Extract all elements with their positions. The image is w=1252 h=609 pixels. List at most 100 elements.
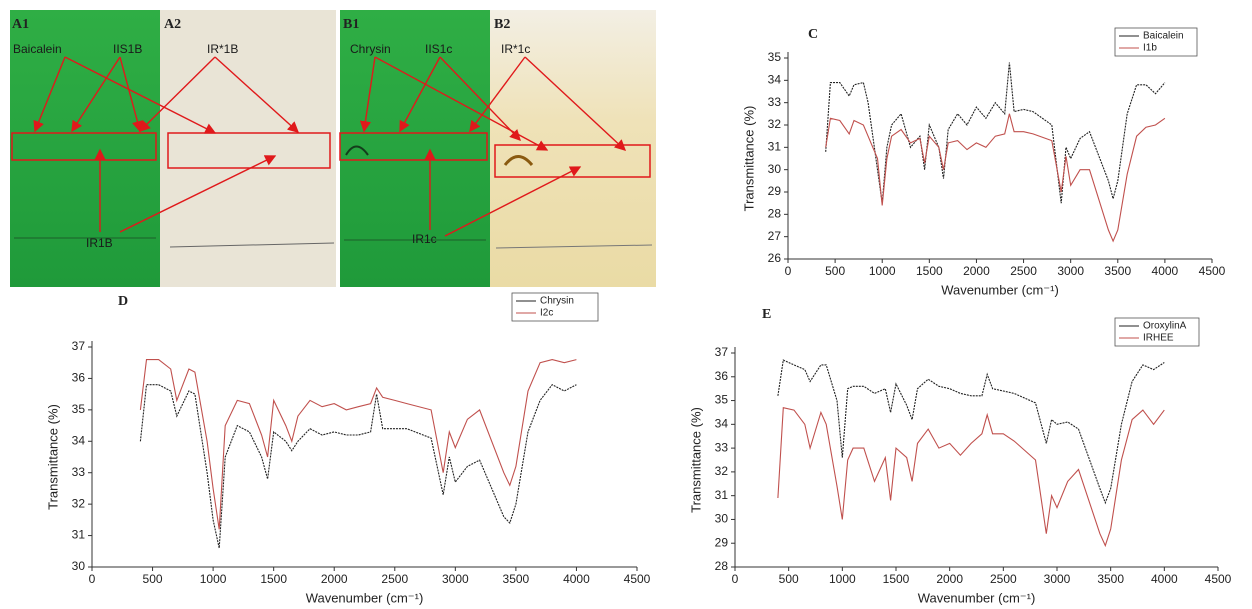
spectrum-line	[139, 383, 577, 549]
panel-label: B1	[343, 17, 359, 32]
y-tick-label: 36	[715, 369, 729, 383]
spectrum-line	[777, 407, 1165, 548]
x-tick-label: 3500	[1097, 572, 1124, 586]
y-tick-label: 35	[715, 393, 729, 407]
x-tick-label: 2500	[990, 572, 1017, 586]
x-tick-label: 2500	[1010, 264, 1037, 278]
x-tick-label: 1500	[883, 572, 910, 586]
y-axis-label: Transmittance (%)	[688, 407, 703, 513]
plate	[160, 10, 336, 287]
chart-title: C	[808, 27, 818, 42]
x-tick-label: 1500	[260, 572, 287, 586]
legend-label: Baicalein	[1143, 31, 1184, 42]
x-tick-label: 1000	[200, 572, 227, 586]
chart: 0 500 1000 1500 2000 2500 3000 3500 4000 4500 30 31…	[45, 292, 651, 605]
x-tick-label: 3500	[503, 572, 530, 586]
x-tick-label: 1000	[869, 264, 896, 278]
y-tick-label: 34	[768, 73, 782, 87]
y-tick-label: 34	[72, 433, 86, 447]
x-tick-label: 3000	[1057, 264, 1084, 278]
x-tick-label: 1000	[829, 572, 856, 586]
y-tick-label: 32	[715, 464, 729, 478]
y-tick-label: 33	[72, 465, 86, 479]
y-tick-label: 32	[768, 117, 782, 131]
x-axis-label: Wavenumber (cm⁻¹)	[306, 590, 424, 605]
spot	[503, 155, 534, 166]
y-tick-label: 34	[715, 417, 729, 431]
legend-label: I1b	[1143, 43, 1157, 54]
plate	[340, 10, 490, 287]
panel-label: A2	[164, 17, 181, 32]
spectrum-line	[777, 359, 1165, 505]
y-tick-label: 33	[768, 95, 782, 109]
y-tick-label: 30	[715, 512, 729, 526]
x-tick-label: 4000	[563, 572, 590, 586]
x-tick-label: 3000	[442, 572, 469, 586]
plate	[490, 10, 656, 287]
y-tick-label: 31	[768, 140, 782, 154]
legend-label: I2c	[540, 308, 553, 319]
y-tick-label: 33	[715, 440, 729, 454]
y-tick-label: 29	[768, 184, 782, 198]
y-tick-label: 28	[768, 207, 782, 221]
spectrum-line	[139, 359, 577, 530]
x-tick-label: 4500	[1205, 572, 1232, 586]
highlight-box	[11, 132, 157, 161]
y-axis-label: Transmittance (%)	[741, 106, 756, 212]
tlc-photos: A1 A2 B1 B2 Baicalein IIS1B IR*1B IR1B C…	[10, 10, 656, 287]
x-tick-label: 2000	[963, 264, 990, 278]
highlight-box	[494, 144, 651, 178]
y-tick-label: 27	[768, 229, 782, 243]
baseline	[169, 242, 335, 248]
spectrum-line	[825, 62, 1166, 204]
y-tick-label: 31	[72, 528, 86, 542]
x-tick-label: 500	[825, 264, 845, 278]
y-tick-label: 29	[715, 535, 729, 549]
tlc-label: IIS1c	[425, 42, 452, 56]
x-tick-label: 2500	[381, 572, 408, 586]
chart: 0 500 1000 1500 2000 2500 3000 3500 4000 4500 26 27…	[741, 27, 1225, 297]
x-tick-label: 2000	[321, 572, 348, 586]
y-tick-label: 35	[768, 50, 782, 64]
panel-label: A1	[12, 17, 29, 32]
legend-label: IRHEE	[1143, 333, 1174, 344]
x-tick-label: 2000	[936, 572, 963, 586]
tlc-label: IR*1c	[501, 42, 530, 56]
spot	[345, 145, 369, 156]
y-tick-label: 37	[72, 339, 86, 353]
x-tick-label: 500	[779, 572, 799, 586]
x-tick-label: 1500	[916, 264, 943, 278]
x-tick-label: 3000	[1044, 572, 1071, 586]
arrows	[33, 56, 627, 237]
legend-label: OroxylinA	[1143, 321, 1187, 332]
y-tick-label: 30	[768, 162, 782, 176]
highlight-box	[339, 132, 488, 161]
y-axis-label: Transmittance (%)	[45, 404, 60, 510]
tlc-label: IR1B	[86, 236, 113, 250]
x-tick-label: 4500	[1199, 264, 1226, 278]
y-tick-label: 28	[715, 559, 729, 573]
y-tick-label: 26	[768, 251, 782, 265]
x-tick-label: 0	[89, 572, 96, 586]
y-tick-label: 32	[72, 496, 86, 510]
spectrum-line	[825, 113, 1166, 243]
x-tick-label: 0	[732, 572, 739, 586]
legend-box	[1114, 317, 1200, 347]
tlc-label: IR*1B	[207, 42, 238, 56]
tlc-label: IIS1B	[113, 42, 142, 56]
legend-label: Chrysin	[540, 296, 574, 307]
chart-title: D	[118, 294, 128, 309]
tlc-label: Chrysin	[350, 42, 391, 56]
y-tick-label: 30	[72, 559, 86, 573]
y-tick-label: 35	[72, 402, 86, 416]
legend-box	[511, 292, 599, 322]
legend-box	[1114, 27, 1198, 57]
x-axis-label: Wavenumber (cm⁻¹)	[941, 282, 1059, 297]
x-tick-label: 0	[785, 264, 792, 278]
x-tick-label: 4000	[1152, 264, 1179, 278]
plate	[10, 10, 160, 287]
chart: 0 500 1000 1500 2000 2500 3000 3500 4000 4500 28 29…	[688, 307, 1231, 605]
tlc-label: IR1c	[412, 232, 437, 246]
y-tick-label: 37	[715, 345, 729, 359]
